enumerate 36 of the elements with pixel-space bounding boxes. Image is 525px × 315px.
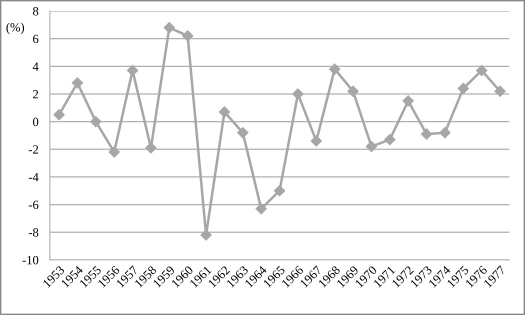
- y-tick-label: 0: [32, 118, 38, 126]
- point: [402, 95, 414, 106]
- point: [145, 142, 157, 154]
- point: [53, 109, 65, 120]
- y-tick-label: -4: [28, 173, 39, 182]
- point: [476, 64, 488, 76]
- point: [200, 229, 212, 241]
- point: [126, 64, 138, 76]
- point: [182, 30, 194, 42]
- y-tick-label: 6: [33, 34, 38, 44]
- point: [366, 140, 378, 152]
- y-tick-label: -6: [28, 200, 38, 210]
- point: [72, 77, 84, 89]
- point: [108, 146, 120, 158]
- point: [237, 127, 248, 138]
- y-tick-label: -10: [22, 256, 38, 264]
- point: [274, 185, 286, 196]
- y-axis-title: (%): [6, 22, 24, 34]
- point: [164, 22, 175, 34]
- point: [329, 63, 340, 75]
- y-tick-label: -2: [28, 145, 38, 154]
- y-tick-label: 2: [33, 90, 38, 98]
- point: [256, 203, 267, 214]
- point: [420, 128, 432, 140]
- point: [90, 116, 102, 128]
- y-tick-label: 4: [32, 62, 39, 71]
- point: [347, 86, 359, 97]
- y-tick-label: 8: [32, 7, 38, 16]
- point: [458, 82, 469, 94]
- point: [292, 88, 304, 100]
- point: [218, 106, 230, 118]
- point: [310, 135, 322, 147]
- y-tick-label: -8: [28, 228, 38, 237]
- point: [439, 127, 451, 138]
- point: [494, 86, 506, 97]
- point: [384, 134, 396, 146]
